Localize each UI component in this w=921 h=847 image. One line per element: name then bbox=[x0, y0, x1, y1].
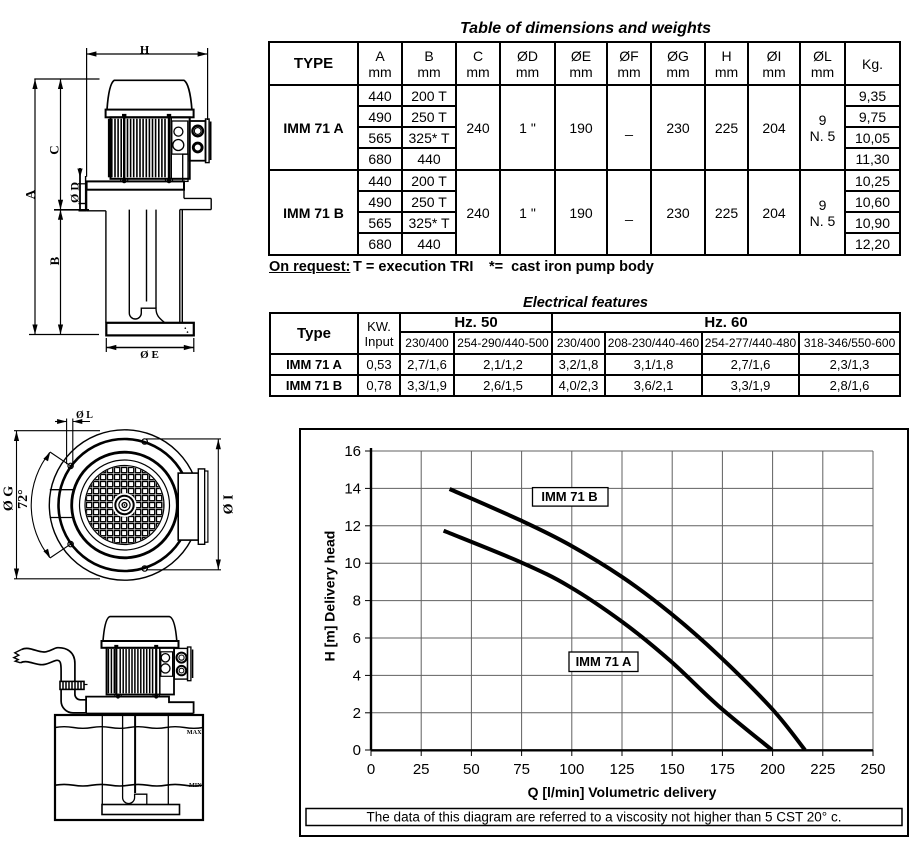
svg-text:16: 16 bbox=[344, 443, 361, 460]
svg-text:Ø E: Ø E bbox=[140, 349, 159, 361]
svg-text:Ø D: Ø D bbox=[68, 182, 82, 203]
svg-text:H: H bbox=[140, 42, 150, 56]
svg-text:A: A bbox=[23, 189, 38, 199]
svg-text:B: B bbox=[47, 256, 62, 265]
svg-text:2: 2 bbox=[353, 705, 361, 722]
svg-text:0: 0 bbox=[367, 761, 375, 778]
svg-text:IMM 71 B: IMM 71 B bbox=[541, 489, 597, 504]
svg-text:IMM 71 A: IMM 71 A bbox=[576, 654, 632, 669]
svg-text:0: 0 bbox=[353, 742, 361, 759]
svg-text:100: 100 bbox=[559, 761, 584, 778]
svg-text:25: 25 bbox=[413, 761, 430, 778]
svg-text:75: 75 bbox=[513, 761, 530, 778]
svg-text:12: 12 bbox=[344, 518, 361, 535]
svg-text:MAX: MAX bbox=[187, 729, 202, 736]
svg-text:225: 225 bbox=[810, 761, 835, 778]
svg-text:6: 6 bbox=[353, 630, 361, 647]
svg-text:Ø G: Ø G bbox=[2, 486, 17, 511]
svg-text:250: 250 bbox=[860, 761, 885, 778]
svg-text:MIN: MIN bbox=[189, 782, 202, 789]
svg-text:72°: 72° bbox=[16, 489, 31, 509]
svg-text:50: 50 bbox=[463, 761, 480, 778]
svg-text:C: C bbox=[47, 145, 62, 154]
svg-text:14: 14 bbox=[344, 480, 361, 497]
svg-text:150: 150 bbox=[660, 761, 685, 778]
svg-text:H [m] Delivery head: H [m] Delivery head bbox=[321, 531, 337, 662]
svg-text:Ø L: Ø L bbox=[76, 410, 93, 421]
svg-text:The data of this diagram are r: The data of this diagram are referred to… bbox=[367, 810, 842, 825]
svg-text:8: 8 bbox=[353, 593, 361, 610]
svg-text:Q [l/min] Volumetric delivery: Q [l/min] Volumetric delivery bbox=[528, 784, 717, 800]
svg-text:125: 125 bbox=[609, 761, 634, 778]
svg-text:200: 200 bbox=[760, 761, 785, 778]
svg-text:175: 175 bbox=[710, 761, 735, 778]
svg-text:4: 4 bbox=[353, 667, 361, 684]
svg-text:Ø I: Ø I bbox=[222, 495, 237, 515]
svg-text:10: 10 bbox=[344, 555, 361, 572]
